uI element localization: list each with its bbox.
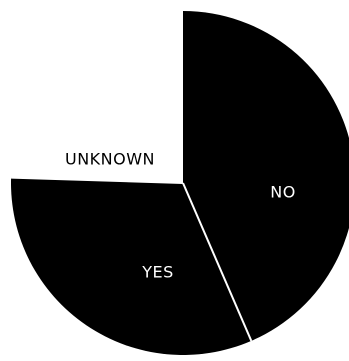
slice-label-yes: YES: [141, 263, 174, 282]
pie-slice-yes: [11, 177, 252, 355]
slice-separator: [11, 176, 184, 184]
pie-slice-unknown: [11, 11, 184, 183]
pie-slice-no: [183, 11, 349, 341]
slice-label-unknown: UNKNOWN: [65, 150, 155, 169]
slice-separator: [182, 182, 253, 342]
slice-label-no: NO: [270, 183, 296, 202]
